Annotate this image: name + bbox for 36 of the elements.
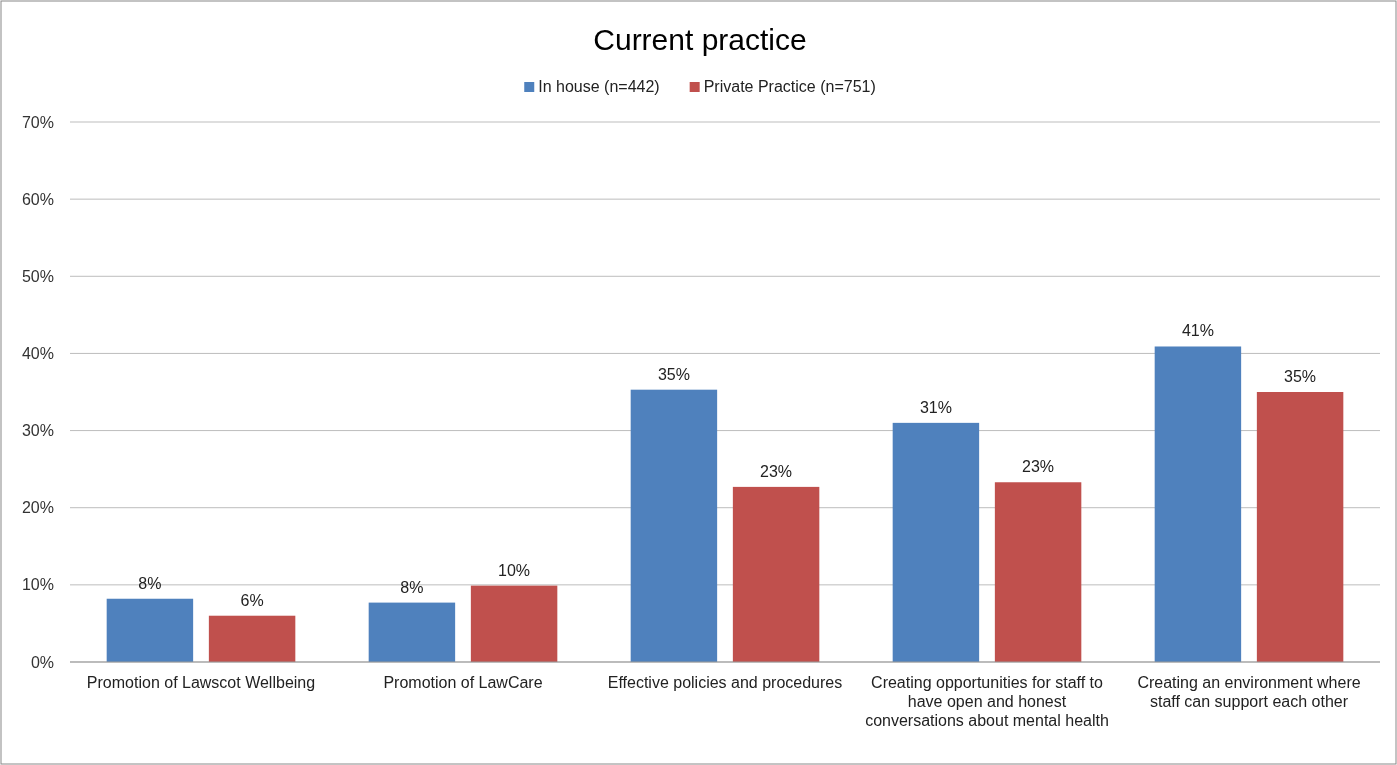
data-label: 10% [498,561,531,579]
data-label: 31% [919,398,952,416]
data-label: 35% [1284,368,1317,385]
x-tick-label: Promotion of LawCare [383,674,543,691]
data-label: 8% [400,578,424,596]
data-label: 8% [138,574,162,592]
bar [892,422,980,662]
legend-label: In house (n=442) [538,78,660,95]
x-tick-label: Creating opportunities for staff to have open and honest conversations about mental health [865,674,1109,729]
y-tick-label: 20% [21,499,54,517]
x-tick-label: Creating an environment where staff can support each other [1137,674,1361,710]
bar [470,585,558,662]
data-label: 23% [1022,458,1055,476]
y-tick-label: 10% [21,576,54,594]
data-label: 23% [760,462,793,480]
data-label: 35% [657,365,690,383]
bar [630,389,718,662]
legend-label: Private Practice (n=751) [703,78,876,95]
y-tick-label: 0% [30,653,54,671]
bar [208,615,296,662]
bar [106,598,194,662]
bar [732,486,820,662]
bar [1256,392,1344,662]
data-label: 6% [240,591,264,609]
x-tick-label: Effective policies and procedures [607,674,843,691]
x-tick-label: Promotion of Lawscot Wellbeing [86,674,316,691]
y-tick-label: 30% [21,422,54,440]
bar [994,482,1082,662]
data-label: 41% [1181,322,1214,340]
bar [368,602,456,662]
y-tick-label: 40% [21,345,54,363]
chart-title: Current practice [593,23,807,56]
y-tick-label: 50% [21,267,54,285]
bar [1154,346,1242,662]
y-tick-label: 60% [21,190,54,208]
y-tick-label: 70% [21,113,54,131]
